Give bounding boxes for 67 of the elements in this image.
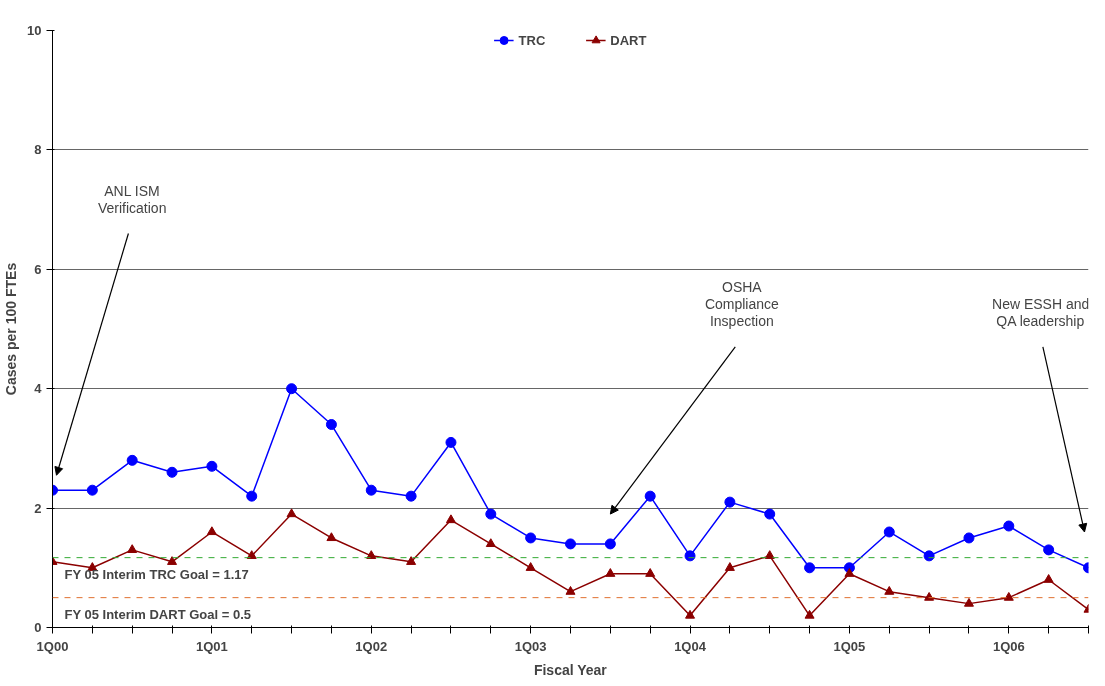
point	[764, 550, 775, 559]
point	[365, 484, 377, 496]
y-tick-label: 4	[34, 381, 43, 397]
point	[685, 609, 696, 619]
y-tick-label: 8	[34, 142, 42, 158]
y-axis-title: Cases per 100 FTEs	[3, 262, 20, 396]
x-tick-label: 1Q06	[992, 638, 1025, 654]
ref-line-label: FY 05 Interim DART Goal = 0.5	[64, 606, 251, 622]
y-tick-label: 2	[34, 500, 42, 516]
point	[206, 460, 218, 472]
x-tick-label: 1Q04	[674, 638, 707, 654]
x-tick-label: 1Q05	[833, 638, 866, 654]
point	[884, 585, 895, 595]
x-tick-label: 1Q01	[195, 638, 228, 654]
point	[405, 490, 417, 502]
point	[604, 538, 616, 550]
y-tick-label: 6	[34, 261, 42, 277]
x-tick-label: 1Q00	[36, 638, 69, 654]
legend-label: DART	[610, 32, 647, 48]
point	[166, 466, 178, 478]
point	[445, 436, 457, 448]
point	[804, 609, 815, 619]
y-tick-label: 0	[34, 620, 42, 635]
point	[1043, 544, 1055, 556]
point	[844, 568, 855, 577]
y-tick-label: 10	[27, 23, 42, 38]
point	[246, 490, 258, 502]
point	[286, 508, 297, 518]
point	[525, 532, 537, 544]
point	[1003, 591, 1014, 601]
point	[126, 454, 138, 466]
point	[325, 419, 337, 431]
point	[645, 568, 656, 577]
point	[86, 484, 98, 496]
point	[804, 562, 816, 574]
point	[1043, 574, 1054, 583]
annotation: New ESSH and QA leadership	[992, 296, 1090, 329]
point	[963, 532, 975, 544]
point	[206, 526, 217, 536]
x-tick-label: 1Q03	[514, 638, 547, 654]
point	[605, 568, 616, 577]
x-tick-label: 1Q02	[355, 638, 388, 654]
point	[326, 532, 337, 542]
point	[1003, 520, 1015, 532]
point	[565, 585, 576, 595]
point	[406, 556, 417, 565]
x-axis-title: Fiscal Year	[533, 661, 608, 678]
point	[724, 496, 736, 508]
point	[724, 562, 735, 571]
point	[485, 508, 497, 520]
legend-label: TRC	[518, 32, 546, 48]
point	[485, 538, 496, 548]
annotation: OSHA Compliance Inspection	[704, 279, 780, 329]
point	[684, 550, 696, 562]
point	[445, 514, 456, 524]
point	[167, 556, 178, 565]
ref-line-label: FY 05 Interim TRC Goal = 1.17	[64, 566, 249, 582]
point	[883, 526, 895, 538]
annotation: ANL ISM Verification	[97, 182, 167, 216]
point	[565, 538, 576, 550]
point	[644, 490, 656, 502]
point	[286, 383, 298, 395]
point	[764, 508, 776, 520]
point	[127, 544, 138, 553]
point	[963, 597, 974, 607]
point	[923, 550, 935, 562]
point	[525, 562, 536, 571]
